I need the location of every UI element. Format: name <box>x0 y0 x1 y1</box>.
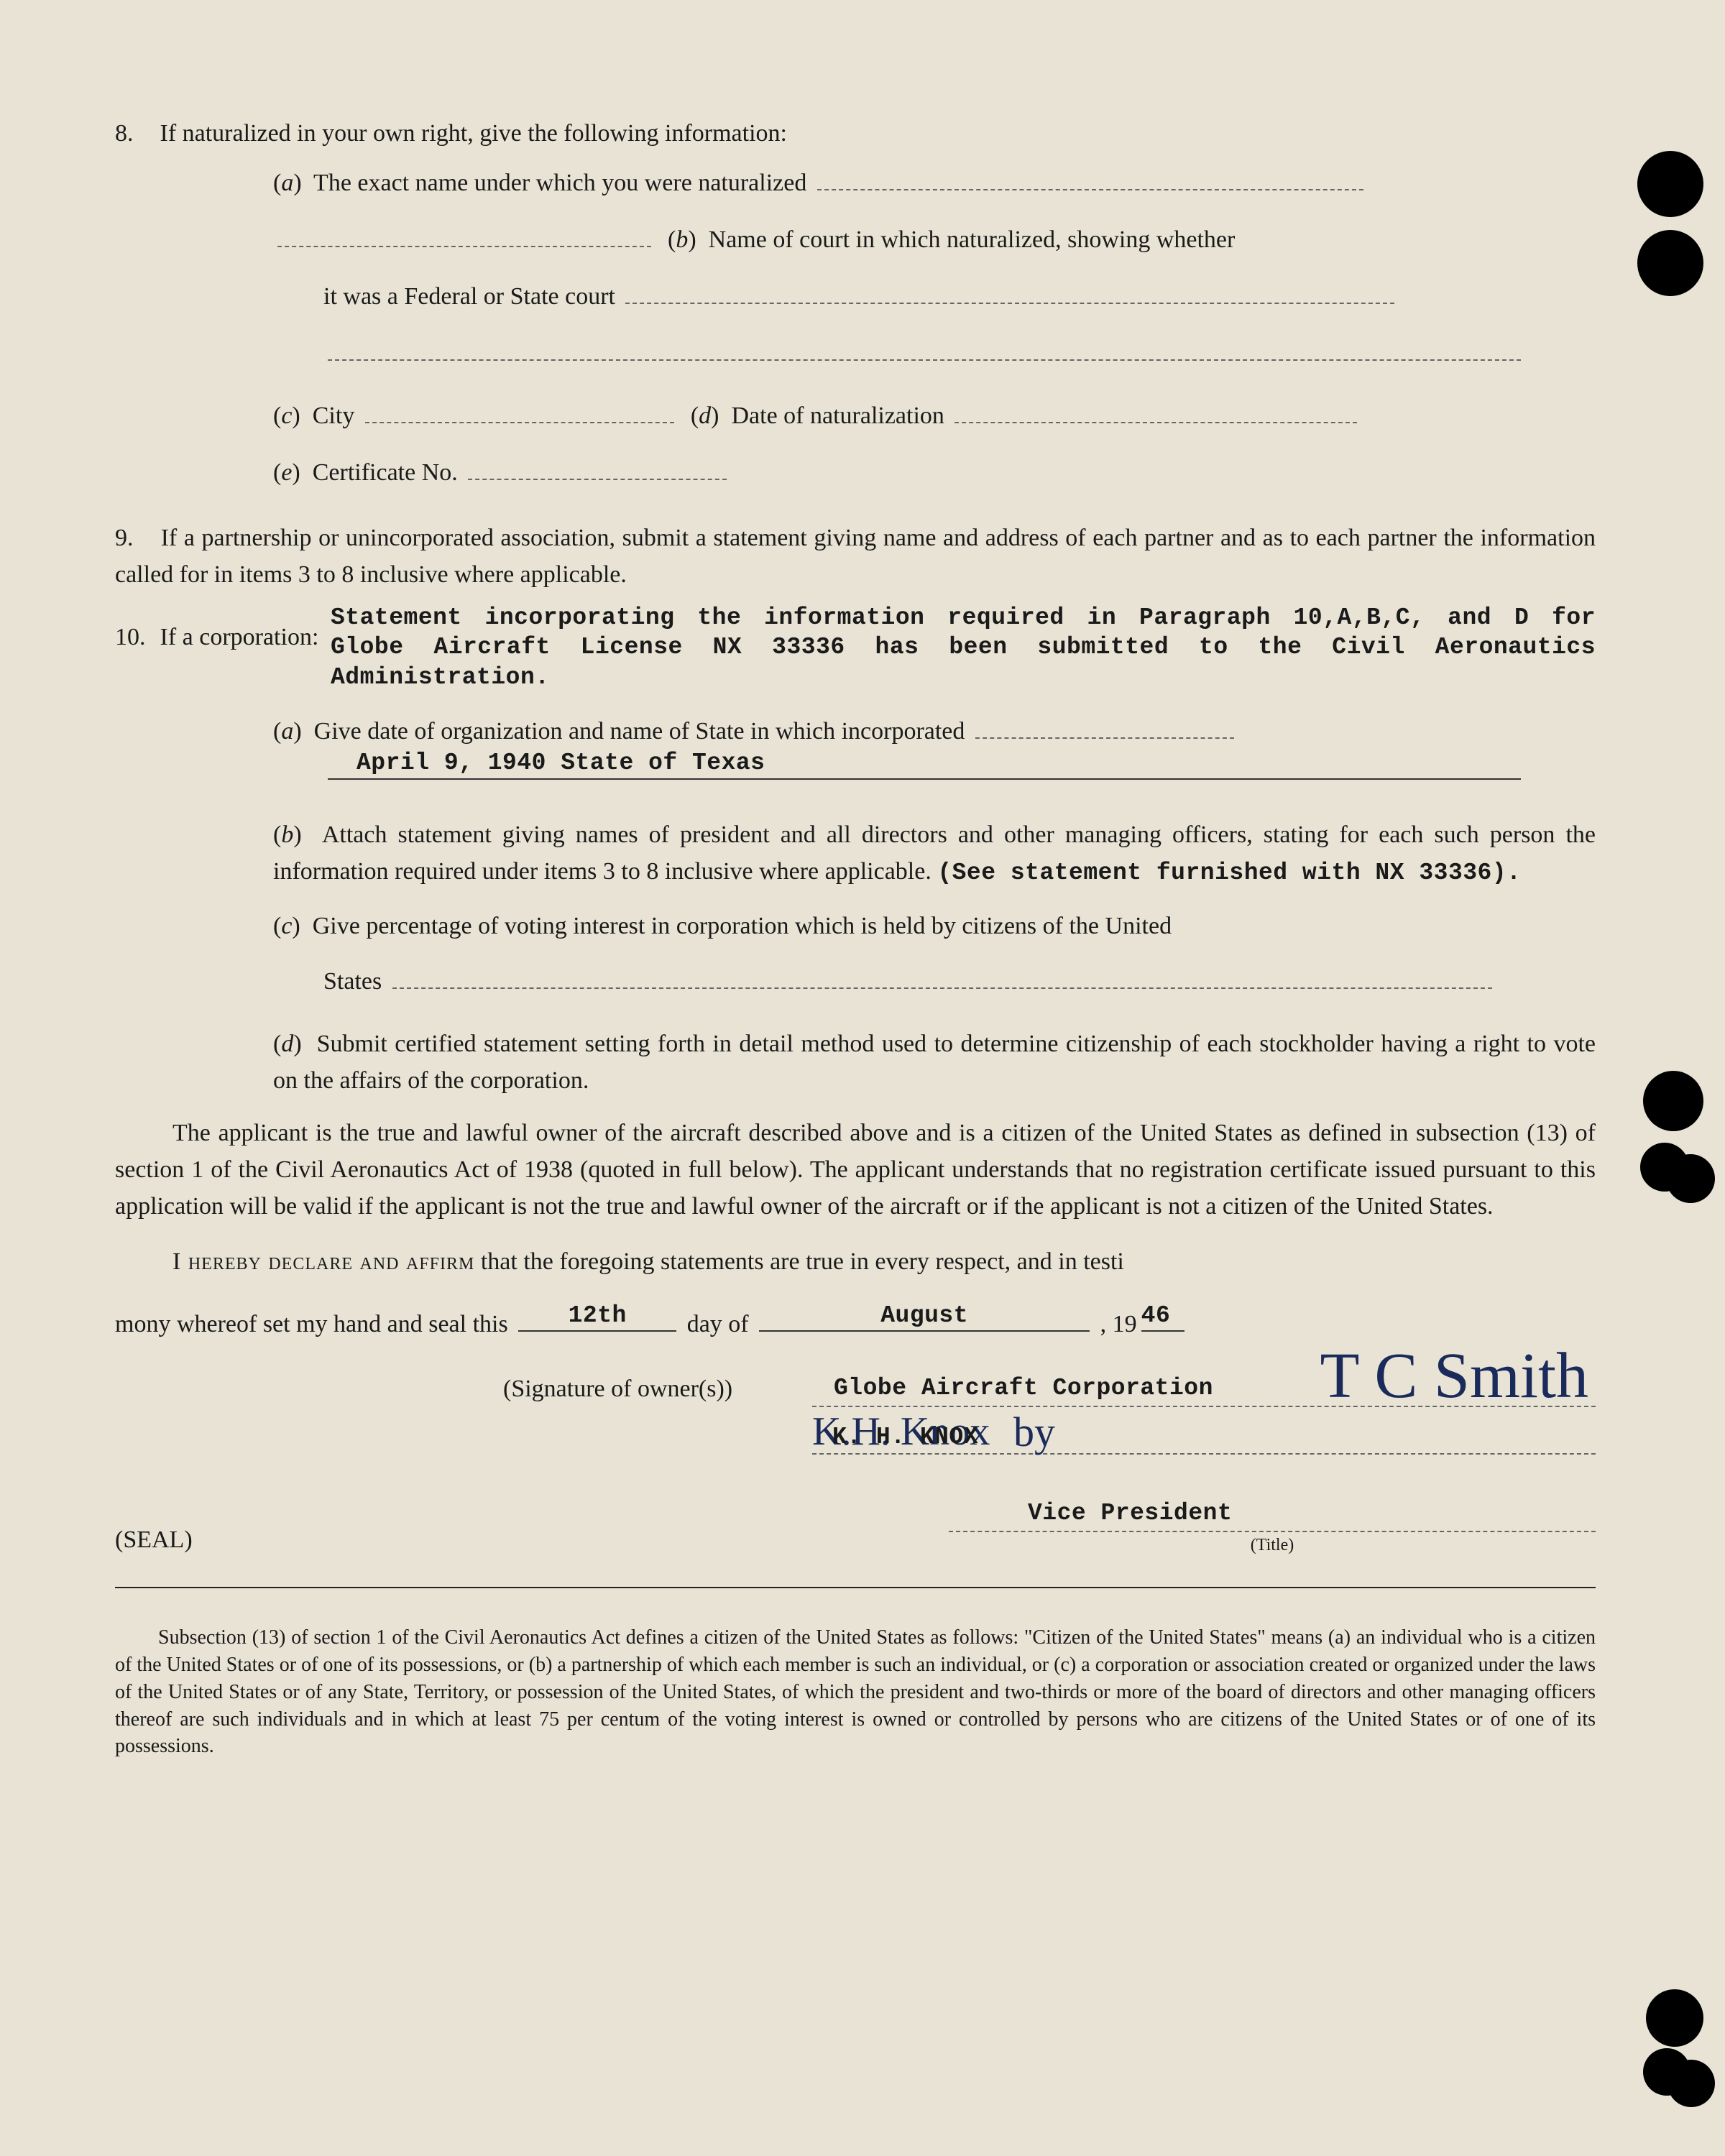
punch-hole <box>1637 151 1703 217</box>
blank-line <box>975 713 1234 739</box>
q10a-fill-line: April 9, 1940 State of Texas <box>328 754 1521 780</box>
document-page: 8. If naturalized in your own right, giv… <box>0 0 1725 1818</box>
q10-number: 10. <box>115 619 154 655</box>
q8cd: (c) City (d) Date of naturalization <box>115 397 1596 434</box>
q10d: (d) Submit certified statement setting f… <box>115 1026 1596 1099</box>
declare-rest: that the foregoing statements are true i… <box>474 1248 1124 1275</box>
q8e-label: e <box>281 459 292 486</box>
footnote-text: Subsection (13) of section 1 of the Civi… <box>115 1626 1596 1757</box>
q10b: (b) Attach statement giving names of pre… <box>115 816 1596 891</box>
month-blank: August <box>759 1306 1090 1332</box>
q8c-label: c <box>281 402 292 429</box>
q10d-text: Submit certified statement setting forth… <box>273 1031 1596 1094</box>
blank-line <box>392 963 1492 989</box>
q8-lead: If naturalized in your own right, give t… <box>160 120 787 147</box>
title-typed: Vice President <box>1028 1496 1232 1531</box>
q8a-text: The exact name under which you were natu… <box>313 170 806 196</box>
blank-line <box>328 335 1521 361</box>
q9-number: 9. <box>115 520 154 556</box>
q8-number: 8. <box>115 115 154 152</box>
q10d-label: d <box>281 1031 293 1057</box>
blank-line <box>468 454 727 480</box>
affirm-para: The applicant is the true and lawful own… <box>115 1115 1596 1225</box>
q9: 9. If a partnership or unincorporated as… <box>115 520 1596 593</box>
q9-text: If a partnership or unincorporated assoc… <box>115 525 1596 588</box>
sig-label: (Signature of owner(s)) <box>503 1370 812 1407</box>
punch-hole <box>1646 1989 1703 2047</box>
title-under: (Title) <box>949 1532 1596 1558</box>
q10a-label: a <box>281 718 293 745</box>
q10a-typed: April 9, 1940 State of Texas <box>356 745 765 781</box>
q10c-cont: States <box>323 968 382 995</box>
divider-rule <box>115 1587 1596 1588</box>
sig-line2: K.H. Knox K. H. KNOX by <box>812 1413 1596 1455</box>
declare-line1: I hereby declare and affirm that the for… <box>115 1243 1596 1280</box>
punch-hole <box>1643 1071 1703 1131</box>
q8a: (a) The exact name under which you were … <box>115 165 1596 201</box>
blank-line <box>817 165 1363 190</box>
punch-hole <box>1637 230 1703 296</box>
punch-hole <box>1668 2060 1715 2107</box>
q8e-text: Certificate No. <box>313 459 458 486</box>
q8: 8. If naturalized in your own right, giv… <box>115 115 1596 152</box>
q8b-label: b <box>676 226 688 253</box>
declare-l2a: mony whereof set my hand and seal this <box>115 1311 514 1337</box>
q10c-text: Give percentage of voting interest in co… <box>313 913 1172 939</box>
punch-hole <box>1666 1154 1715 1203</box>
sig-by: by <box>1013 1401 1055 1463</box>
q10-lead: If a corporation: <box>160 624 319 650</box>
q8b-line2: it was a Federal or State court <box>115 278 1596 315</box>
q10c-label: c <box>281 913 292 939</box>
q10a-ans: April 9, 1940 State of Texas <box>115 754 1596 791</box>
q8b-cont: it was a Federal or State court <box>323 283 615 310</box>
year-val: 46 <box>1141 1298 1171 1334</box>
q8c-text: City <box>313 402 355 429</box>
q8e: (e) Certificate No. <box>115 454 1596 491</box>
q8d-text: Date of naturalization <box>731 402 944 429</box>
declare-dayof: day of <box>687 1311 755 1337</box>
q10b-label: b <box>281 821 293 848</box>
blank-line <box>365 397 674 423</box>
q8b-line3 <box>115 335 1596 372</box>
q10b-typed: (See statement furnished with NX 33336). <box>937 860 1521 886</box>
month-val: August <box>759 1298 1090 1334</box>
day-val: 12th <box>518 1298 676 1334</box>
year-blank: 46 <box>1141 1306 1184 1332</box>
seal-label: (SEAL) <box>115 1521 230 1558</box>
q8b-line1: (b) Name of court in which naturalized, … <box>115 221 1596 258</box>
blank-line <box>954 397 1357 423</box>
q10c: (c) Give percentage of voting interest i… <box>115 908 1596 944</box>
sig-typed2: K. H. KNOX <box>832 1419 978 1455</box>
q10a-text: Give date of organization and name of St… <box>314 718 965 745</box>
blank-line <box>277 221 651 247</box>
q10c-line2: States <box>115 963 1596 1000</box>
title-area: Vice President (Title) <box>949 1499 1596 1558</box>
year-prefix: , 19 <box>1100 1311 1137 1337</box>
day-blank: 12th <box>518 1306 676 1332</box>
blank-line <box>625 278 1394 304</box>
footnote: Subsection (13) of section 1 of the Civi… <box>115 1624 1596 1760</box>
signature-block: (Signature of owner(s)) Globe Aircraft C… <box>115 1365 1596 1558</box>
declare-lead: I hereby declare and affirm <box>172 1248 474 1275</box>
q10a: (a) Give date of organization and name o… <box>115 713 1596 750</box>
sig-cursive2: T C Smith <box>1320 1327 1588 1424</box>
q8b-text: Name of court in which naturalized, show… <box>709 226 1236 253</box>
q8d-label: d <box>699 402 711 429</box>
q8a-label: a <box>281 170 293 196</box>
